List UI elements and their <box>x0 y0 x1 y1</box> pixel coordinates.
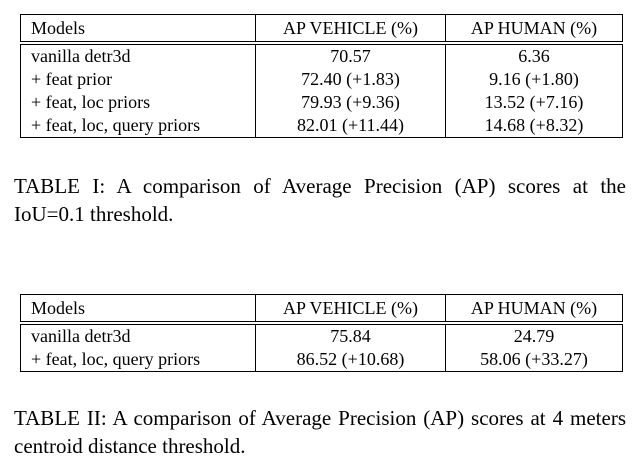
table-cell: 79.93 (+9.36) <box>255 91 446 114</box>
table-row: vanilla detr3d 75.84 24.79 <box>20 323 623 348</box>
table-cell: 24.79 <box>445 323 623 348</box>
table-cell: 13.52 (+7.16) <box>445 91 623 114</box>
table-row: + feat prior 72.40 (+1.83) 9.16 (+1.80) <box>20 68 623 91</box>
header-cell: AP HUMAN (%) <box>445 14 623 45</box>
table-cell: 82.01 (+11.44) <box>255 114 446 138</box>
table: Models AP VEHICLE (%) AP HUMAN (%) vanilla … <box>20 294 623 372</box>
table-cell: + feat, loc, query priors <box>20 114 256 138</box>
table-cell: vanilla detr3d <box>20 43 256 68</box>
header-cell: AP VEHICLE (%) <box>255 14 446 45</box>
table-cell: + feat, loc, query priors <box>20 348 256 372</box>
header-cell: AP VEHICLE (%) <box>255 294 446 325</box>
table-cell: + feat, loc priors <box>20 91 256 114</box>
header-row: Models AP VEHICLE (%) AP HUMAN (%) <box>20 14 623 45</box>
table-caption: TABLE II: A comparison of Average Precis… <box>14 406 626 458</box>
table-row: + feat, loc priors 79.93 (+9.36) 13.52 (+7… <box>20 91 623 114</box>
table-cell: + feat prior <box>20 68 256 91</box>
table-cell: 58.06 (+33.27) <box>445 348 623 372</box>
table-cell: 72.40 (+1.83) <box>255 68 446 91</box>
table-caption: TABLE I: A comparison of Average Precisi… <box>14 174 626 226</box>
table: Models AP VEHICLE (%) AP HUMAN (%) vanilla … <box>20 14 623 138</box>
table-cell: 6.36 <box>445 43 623 68</box>
table-row: vanilla detr3d 70.57 6.36 <box>20 43 623 68</box>
table-row: + feat, loc, query priors 82.01 (+11.44) 1… <box>20 114 623 138</box>
table-cell: 14.68 (+8.32) <box>445 114 623 138</box>
header-cell: Models <box>20 14 256 45</box>
header-row: Models AP VEHICLE (%) AP HUMAN (%) <box>20 294 623 325</box>
header-cell: Models <box>20 294 256 325</box>
header-cell: AP HUMAN (%) <box>445 294 623 325</box>
table-cell: 86.52 (+10.68) <box>255 348 446 372</box>
table-cell: 9.16 (+1.80) <box>445 68 623 91</box>
table-row: + feat, loc, query priors 86.52 (+10.68) 5… <box>20 348 623 372</box>
table-cell: 70.57 <box>255 43 446 68</box>
table-cell: 75.84 <box>255 323 446 348</box>
table-cell: vanilla detr3d <box>20 323 256 348</box>
